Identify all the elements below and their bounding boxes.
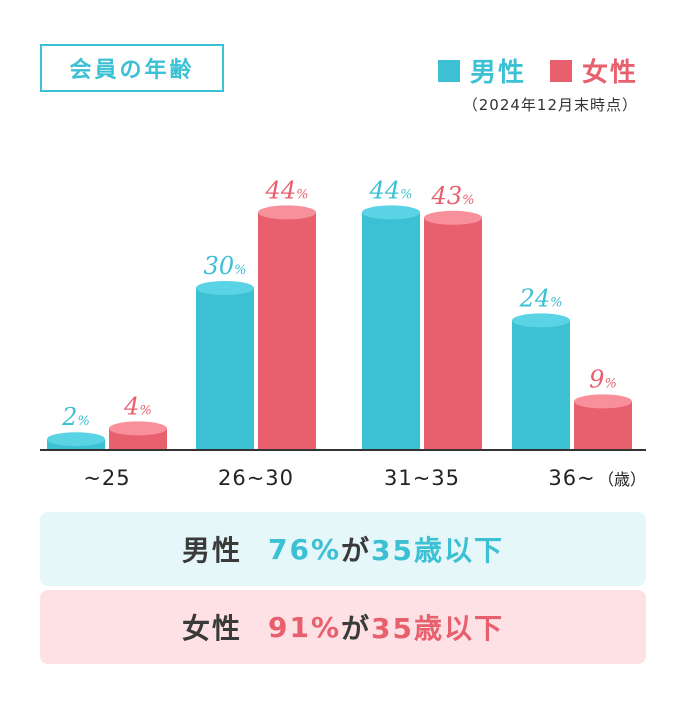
bar-chart: 2% 4% ~25 30% 44% 26~30 44% 43% 31~35 24% 9% 36~ （歳） [40, 176, 646, 490]
category-label-3: 36~ [548, 466, 595, 490]
data-label-male-2: 44% [369, 176, 413, 204]
legend-label-male: 男性 [469, 58, 526, 88]
summary-female-percent: 91% [268, 610, 342, 644]
summary-male-percent: 76% [268, 532, 342, 566]
bar-female-3 [574, 401, 632, 450]
bar-top-female-1 [258, 205, 316, 220]
bar-male-1 [196, 288, 254, 450]
legend-item-female: 女性 [549, 52, 638, 89]
legend-swatch-male [437, 59, 460, 82]
data-label-male-0: 2% [61, 403, 90, 431]
bar-top-male-0 [47, 432, 105, 447]
data-label-female-1: 44% [265, 176, 309, 204]
bar-top-male-3 [512, 313, 570, 328]
bar-top-female-3 [574, 394, 632, 409]
legend: 男性 女性 [437, 52, 638, 89]
data-label-male-1: 30% [204, 252, 247, 280]
data-label-female-0: 4% [123, 392, 152, 420]
bar-female-2 [424, 217, 482, 450]
data-label-male-3: 24% [519, 284, 563, 312]
summary-male-age: 35歳以下 [371, 534, 505, 567]
legend-swatch-female [549, 59, 572, 82]
summary-male-mid: が [341, 534, 372, 567]
summary-female-label: 女性 [181, 612, 242, 645]
bar-female-1 [258, 212, 316, 450]
chart-title: 会員の年齢 [69, 58, 195, 83]
bar-male-3 [512, 320, 570, 450]
legend-item-male: 男性 [437, 52, 526, 89]
category-label-1: 26~30 [218, 466, 294, 490]
bar-male-2 [362, 212, 420, 450]
summary-female-mid: が [341, 612, 372, 645]
summary-female-age: 35歳以下 [371, 612, 505, 645]
unit-label: （歳） [598, 470, 646, 489]
summary-female: 女性 91% が 35歳以下 [40, 590, 646, 664]
summary-male-label: 男性 [181, 534, 242, 567]
category-label-0: ~25 [83, 466, 130, 490]
summary-male: 男性 76% が 35歳以下 [40, 512, 646, 586]
bar-top-female-0 [109, 421, 167, 436]
category-label-2: 31~35 [384, 466, 460, 490]
bar-top-female-2 [424, 210, 482, 225]
bar-top-male-1 [196, 281, 254, 295]
chart-title-box: 会員の年齢 [40, 44, 224, 92]
data-label-female-3: 9% [589, 365, 617, 393]
legend-label-female: 女性 [581, 58, 638, 88]
data-label-female-2: 43% [431, 182, 475, 210]
bar-top-male-2 [362, 205, 420, 220]
date-note: （2024年12月末時点） [462, 96, 638, 114]
